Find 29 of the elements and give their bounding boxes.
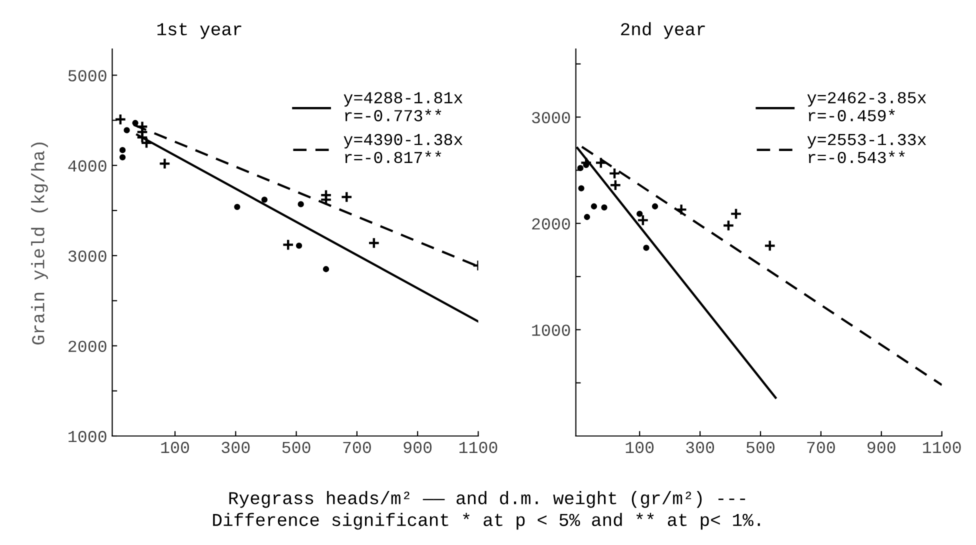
- x-tick-label: 1100: [923, 442, 961, 454]
- x-tick-label: 500: [746, 442, 774, 454]
- x-tick-label: 100: [626, 442, 654, 454]
- y-tick-label: 3000: [532, 112, 570, 124]
- x-tick-label: 1100: [459, 442, 498, 454]
- y-tick-label: 1000: [532, 324, 570, 336]
- x-tick-label: 300: [222, 442, 250, 454]
- text: Difference significant * at p < 5% and ** at p< 1%.: [213, 512, 760, 530]
- y-tick-label: 5000: [68, 70, 106, 82]
- chart-title: 1st year: [157, 23, 242, 39]
- y-axis-title: Grain yield (kg/ha): [31, 142, 48, 344]
- legend-label: y=2553-1.33x r=-0.543**: [807, 134, 926, 164]
- x-tick-label: 100: [161, 442, 189, 454]
- y-tick-label: 4000: [68, 160, 106, 172]
- x-axis-title: Ryegrass heads/m² —— and d.m. weight (gr/m²) ---: [229, 491, 746, 508]
- legend-label: y=4390-1.38x r=-0.817**: [344, 134, 462, 164]
- y-tick-label: 2000: [68, 340, 106, 352]
- x-tick-label: 500: [282, 442, 310, 454]
- x-tick-label: 700: [343, 442, 371, 454]
- legend-label: y=2462-3.85x r=-0.459*: [807, 92, 926, 122]
- x-tick-label: 900: [868, 442, 896, 454]
- x-tick-label: 900: [404, 442, 432, 454]
- x-tick-label: 700: [807, 442, 835, 454]
- legend-label: y=4288-1.81x r=-0.773**: [344, 92, 462, 122]
- y-tick-label: 2000: [532, 218, 570, 230]
- chart-title: 2nd year: [621, 22, 705, 39]
- y-tick-label: 1000: [68, 430, 106, 442]
- x-tick-label: 300: [686, 442, 714, 454]
- y-tick-label: 3000: [68, 250, 106, 262]
